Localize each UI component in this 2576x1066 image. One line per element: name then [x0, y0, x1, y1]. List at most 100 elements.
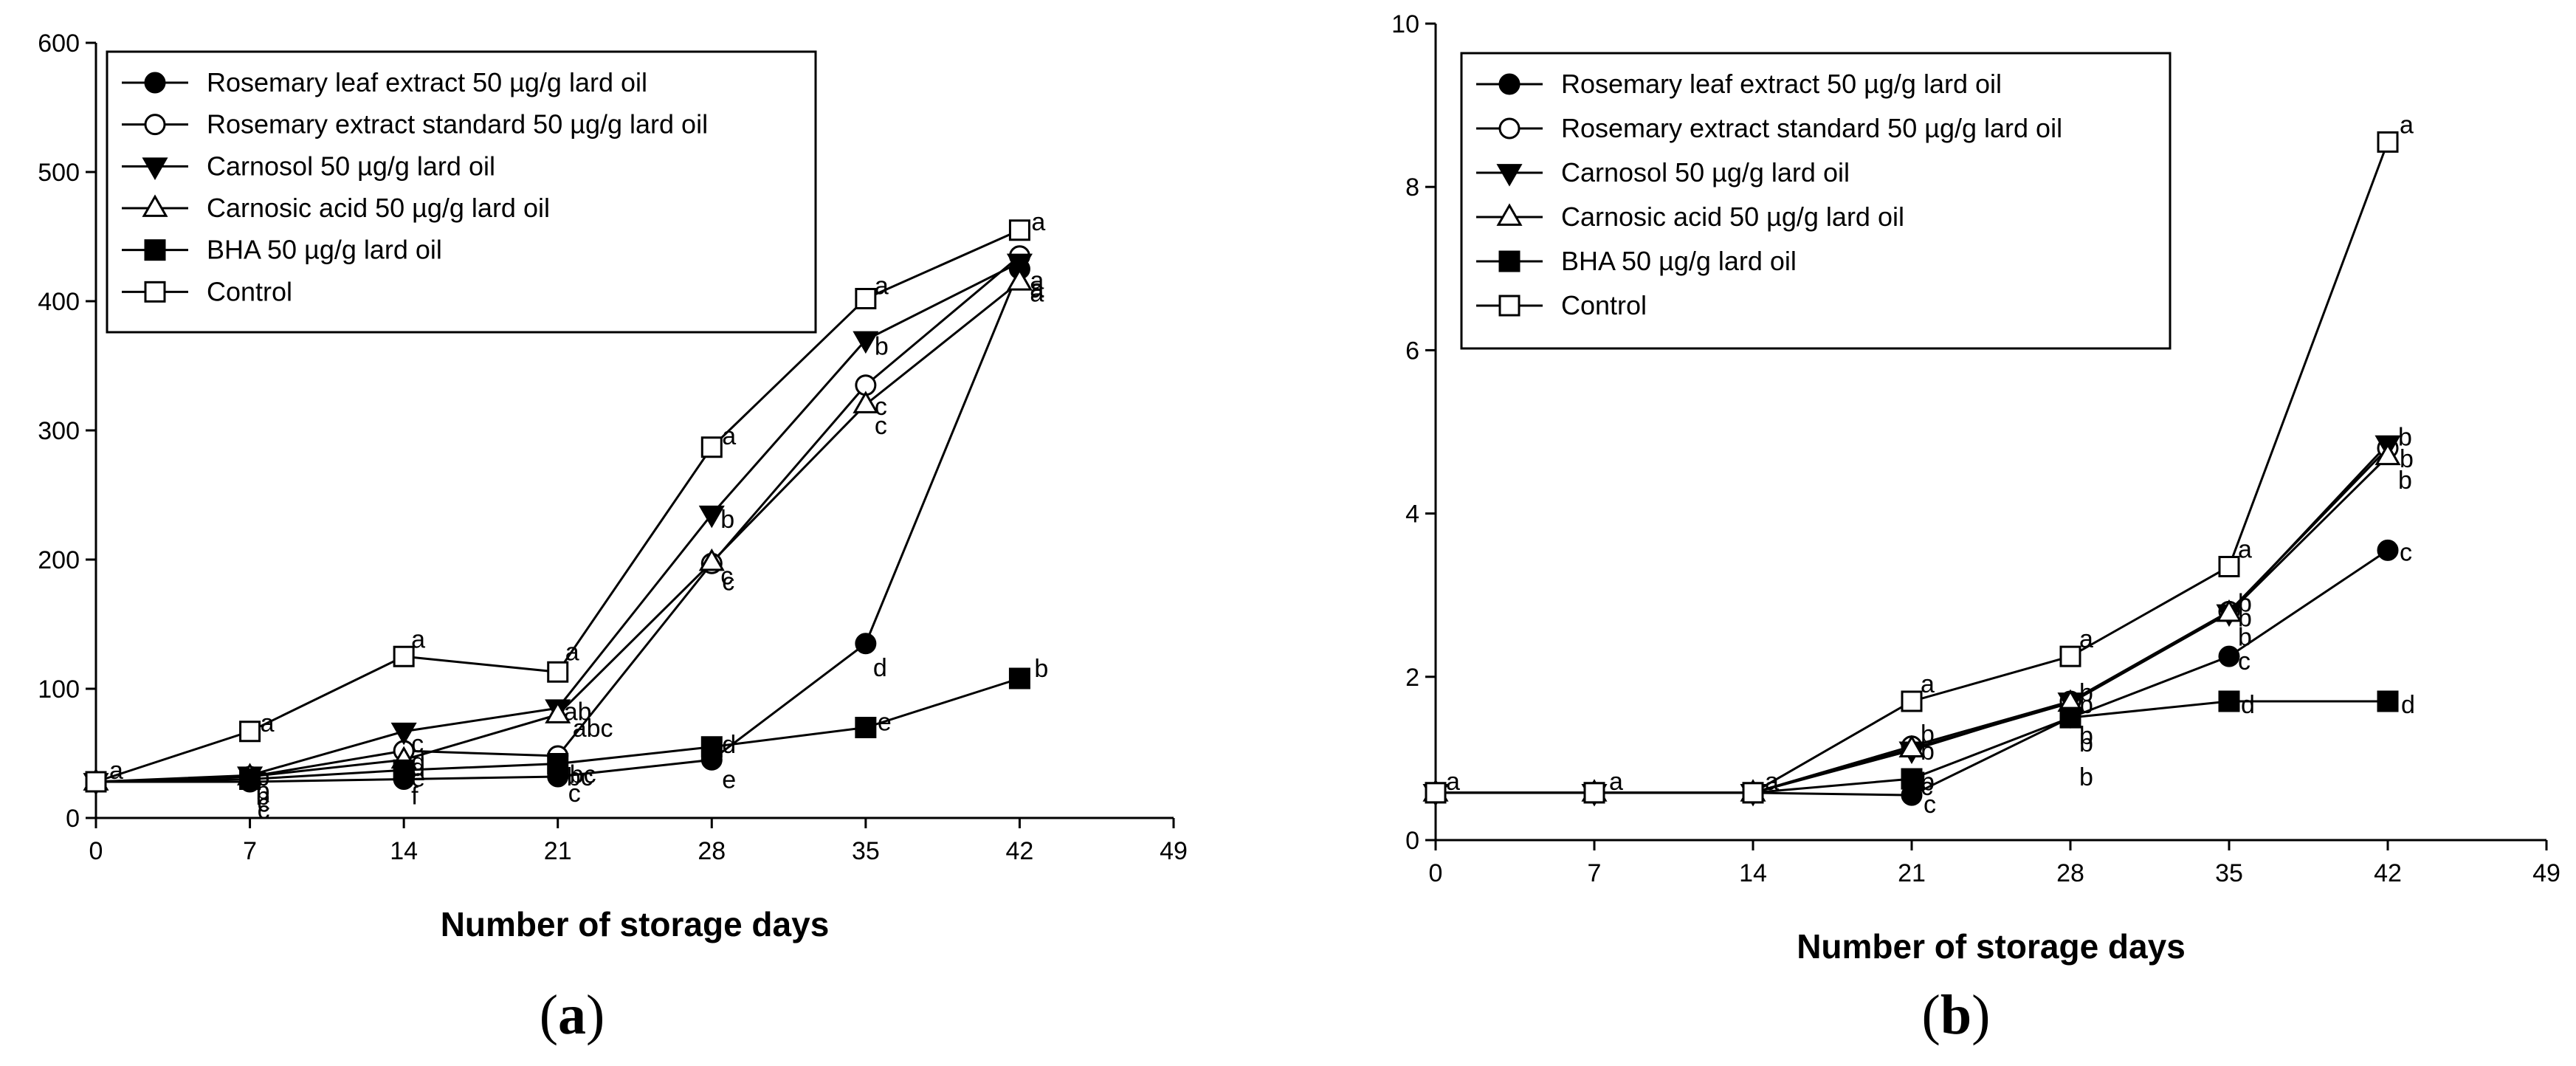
data-point-marker — [239, 721, 261, 743]
significance-label: c — [1921, 773, 1933, 801]
significance-label: a — [1609, 768, 1623, 796]
significance-label: b — [2400, 445, 2414, 473]
x-tick-label: 14 — [1739, 859, 1767, 887]
x-tick-label: 0 — [1429, 859, 1443, 887]
x-tick-label: 42 — [1006, 837, 1034, 865]
significance-label: c — [720, 562, 733, 590]
y-tick-label: 2 — [1405, 664, 1419, 692]
legend-entry: Control — [207, 276, 292, 306]
significance-label: b — [2398, 467, 2412, 495]
legend: Rosemary leaf extract 50 µg/g lard oil Ro… — [106, 50, 817, 334]
legend-marker — [144, 114, 166, 136]
data-point-marker — [239, 768, 261, 790]
significance-label: d — [411, 754, 425, 782]
significance-label: bc — [570, 761, 596, 789]
data-point-marker — [2374, 442, 2401, 466]
data-point-marker — [2218, 555, 2240, 577]
data-point-marker — [2218, 645, 2240, 667]
significance-label: a — [411, 625, 425, 653]
significance-label: d — [722, 731, 736, 759]
significance-label: e — [722, 766, 736, 794]
significance-label: b — [875, 333, 889, 361]
legend-entry: Carnosol 50 µg/g lard oil — [207, 151, 495, 181]
data-point-marker — [547, 661, 569, 683]
legend-box — [106, 50, 817, 334]
significance-label: b — [2079, 763, 2093, 791]
y-tick-label: 0 — [1405, 827, 1419, 855]
y-tick-label: 200 — [38, 546, 80, 574]
legend-marker — [1498, 117, 1521, 140]
significance-label: b — [2079, 679, 2093, 707]
y-tick-label: 500 — [38, 159, 80, 187]
data-point-marker — [853, 331, 879, 354]
significance-label: b — [256, 783, 270, 811]
data-point-marker — [2059, 706, 2081, 729]
significance-label: a — [565, 638, 579, 666]
data-point-marker — [2377, 690, 2399, 712]
significance-label: c — [2400, 538, 2412, 566]
x-tick-label: 49 — [2532, 859, 2560, 887]
significance-label: a — [1030, 275, 1044, 303]
significance-label: b — [1921, 768, 1935, 796]
significance-label: b — [2079, 722, 2093, 750]
significance-label: b — [1921, 721, 1935, 749]
y-tick-label: 100 — [38, 675, 80, 704]
significance-label: abc — [573, 715, 613, 743]
data-point-marker — [1742, 782, 1764, 804]
data-point-marker — [393, 759, 415, 781]
legend-entry: Carnosol 50 µg/g lard oil — [1561, 157, 1850, 188]
data-point-marker — [698, 505, 725, 529]
data-point-marker — [2377, 539, 2399, 561]
legend-entry: Rosemary leaf extract 50 µg/g lard oil — [1561, 69, 2002, 99]
legend-marker — [1498, 73, 1521, 95]
significance-label: b — [2079, 729, 2093, 757]
legend-marker — [144, 281, 166, 303]
y-tick-label: 8 — [1405, 173, 1419, 202]
significance-label: f — [411, 783, 419, 811]
legend-marker — [144, 239, 166, 261]
significance-label: e — [411, 764, 425, 792]
data-point-marker — [2059, 645, 2081, 667]
x-tick-label: 49 — [1160, 837, 1188, 865]
x-tick-label: 35 — [852, 837, 880, 865]
legend-marker — [1496, 164, 1523, 187]
panel-label: (b) — [1922, 984, 1991, 1046]
significance-label: b — [2238, 590, 2252, 618]
significance-label: b — [2079, 691, 2093, 719]
data-point-marker — [1006, 253, 1033, 277]
data-point-marker — [853, 391, 879, 413]
significance-label: c — [722, 568, 734, 596]
data-point-marker — [1425, 782, 1447, 804]
significance-label: a — [1030, 279, 1044, 307]
significance-label: d — [2401, 691, 2415, 719]
legend-marker — [142, 157, 168, 180]
significance-label: b — [720, 506, 734, 534]
y-tick-label: 10 — [1391, 10, 1419, 38]
significance-label: a — [2238, 535, 2252, 563]
y-tick-label: 6 — [1405, 337, 1419, 365]
significance-label: a — [1030, 275, 1044, 303]
legend-entry: Rosemary extract standard 50 µg/g lard o… — [207, 109, 708, 140]
data-point-marker — [700, 436, 723, 458]
data-point-marker — [855, 288, 877, 309]
significance-label: a — [1765, 768, 1779, 796]
legend-entry: BHA 50 µg/g lard oil — [1561, 246, 1797, 276]
chart-panel-b: 0 2 4 6 8 10 0 7 14 21 28 35 42 49 Number of storage d… — [1391, 10, 2560, 1046]
x-axis-title: Number of storage days — [441, 905, 830, 943]
significance-label: d — [411, 748, 425, 776]
data-point-marker — [547, 753, 569, 774]
legend-marker — [1498, 250, 1521, 272]
data-point-marker — [545, 701, 571, 723]
significance-label: bc — [567, 763, 593, 791]
legend-box — [1460, 52, 2172, 350]
x-tick-label: 7 — [1588, 859, 1602, 887]
data-point-marker — [1901, 690, 1923, 712]
significance-label: c — [875, 393, 887, 421]
chart-panel-a: 0 100 200 300 400 500 600 0 7 14 21 28 35 42 49 Number … — [38, 30, 1188, 1046]
y-tick-label: 0 — [66, 805, 80, 833]
significance-label: c — [1924, 791, 1936, 819]
significance-label: a — [722, 422, 736, 450]
significance-label: b — [2238, 624, 2252, 652]
significance-label: ab — [564, 698, 592, 726]
